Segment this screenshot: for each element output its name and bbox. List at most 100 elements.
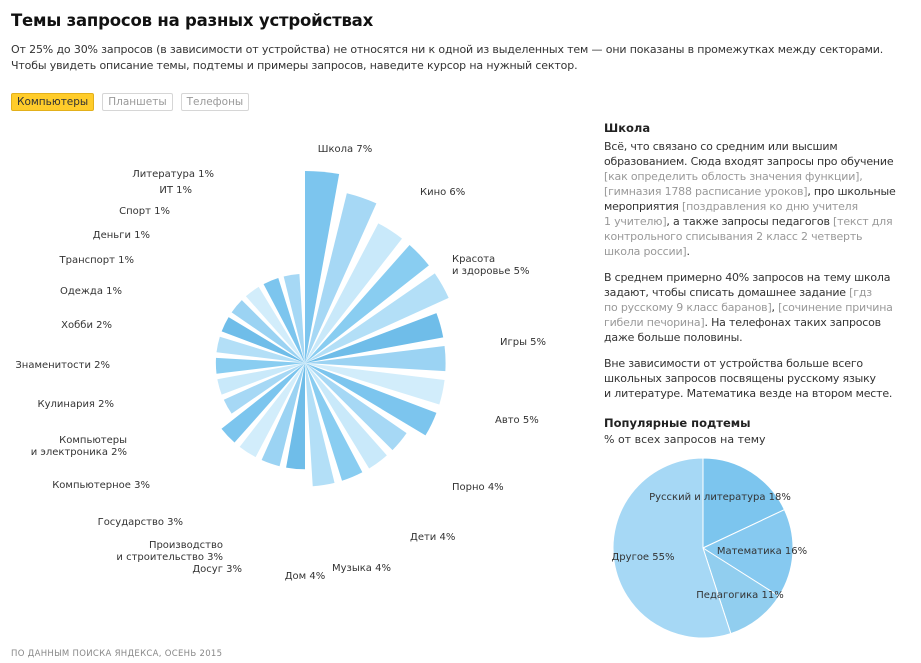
- pie-slice-школа[interactable]: [305, 171, 340, 363]
- tab-computers[interactable]: Компьютеры: [11, 93, 95, 111]
- slice-label: Дом 4%: [285, 571, 326, 582]
- pie-slice-спорт[interactable]: [216, 336, 305, 363]
- topic-title: Школа: [604, 121, 651, 135]
- pie-slice-литература[interactable]: [231, 300, 305, 363]
- slice-label: Государство 3%: [98, 517, 183, 528]
- pie-slice-досуг[interactable]: [305, 363, 407, 451]
- pie-slice-дом[interactable]: [305, 363, 437, 436]
- description-text: .: [686, 245, 691, 258]
- description-line: [гимназия 1788 расписание уроков], про ш…: [604, 184, 906, 199]
- slice-label: Авто 5%: [495, 415, 539, 426]
- description-line: по русскому 9 класс баранов], [сочинение…: [604, 300, 906, 315]
- pie-slice-одежда[interactable]: [223, 363, 305, 414]
- data-source-footer: ПО ДАННЫМ ПОИСКА ЯНДЕКСА, ОСЕНЬ 2015: [11, 649, 223, 659]
- pie-slice-красота-и-здоровье[interactable]: [305, 223, 402, 363]
- topics-pie-chart: Школа 7% Кино 6% Красота и здоровье 5% Игры …: [15, 144, 546, 582]
- subtopic-slice-другое[interactable]: [612, 457, 732, 639]
- example-query: [как определить облость значения функции…: [604, 170, 863, 183]
- slice-label: Деньги 1%: [93, 230, 150, 241]
- slice-label: Досуг 3%: [192, 564, 242, 575]
- description-text: , а также запросы педагогов: [666, 215, 834, 228]
- pie-slice-авто[interactable]: [305, 273, 449, 363]
- slice-label: Компьютерное 3%: [52, 480, 150, 491]
- pie-slice-unlabeled[interactable]: [245, 286, 305, 363]
- pie-slice-производство-и-строительство[interactable]: [305, 363, 387, 469]
- description-line: Вне зависимости от устройства больше все…: [604, 356, 906, 371]
- example-query: [сочинение причина: [778, 301, 893, 314]
- description-text: ,: [771, 301, 779, 314]
- description-line: школа россии].: [604, 244, 906, 259]
- description-text: , про школьные: [807, 185, 896, 198]
- description-text: даже больше половины.: [604, 331, 743, 344]
- slice-label: Компьютеры и электроника 2%: [31, 435, 127, 458]
- pie-slice-музыка[interactable]: [305, 363, 445, 405]
- intro-text: От 25% до 30% запросов (в зависимости от…: [11, 42, 911, 74]
- pie-slice-хобби[interactable]: [221, 363, 305, 443]
- pie-slice-ит[interactable]: [221, 317, 305, 363]
- description-text: и литературе. Математика везде на втором…: [604, 387, 893, 400]
- slice-label: Одежда 1%: [60, 286, 122, 297]
- description-line: В среднем примерно 40% запросов на тему …: [604, 270, 906, 285]
- slice-label: Хобби 2%: [61, 320, 112, 331]
- slice-label: Музыка 4%: [332, 563, 391, 574]
- example-query: [поздравления ко дню учителя: [682, 200, 858, 213]
- pie-slice-компьютерное[interactable]: [305, 363, 335, 487]
- description-text: . На телефонах таких запросов: [704, 316, 882, 329]
- pie-slice-компьютеры-и-электроника[interactable]: [286, 363, 305, 470]
- description-line: школьных запросов посвящены русскому язы…: [604, 371, 906, 386]
- pie-slice-дети[interactable]: [305, 346, 446, 372]
- topic-subjects-note: Вне зависимости от устройства больше все…: [604, 356, 906, 401]
- description-line: гибели печорина]. На телефонах таких зап…: [604, 315, 906, 330]
- slice-label: Спорт 1%: [119, 206, 170, 217]
- page-title: Темы запросов на разных устройствах: [11, 11, 374, 30]
- topic-homework-note: В среднем примерно 40% запросов на тему …: [604, 270, 906, 345]
- description-line: мероприятия [поздравления ко дню учителя: [604, 199, 906, 214]
- description-line: 1 учителю], а также запросы педагогов [т…: [604, 214, 906, 229]
- slice-label: Порно 4%: [452, 482, 504, 493]
- description-text: Всё, что связано со средним или высшим: [604, 140, 838, 153]
- description-text: задают, чтобы списать домашнее задание: [604, 286, 850, 299]
- pie-slice-транспорт[interactable]: [217, 363, 305, 395]
- intro-line-1: От 25% до 30% запросов (в зависимости от…: [11, 43, 884, 56]
- slice-label: Кулинария 2%: [38, 399, 114, 410]
- description-line: и литературе. Математика везде на втором…: [604, 386, 906, 401]
- description-text: мероприятия: [604, 200, 682, 213]
- slice-label: Кино 6%: [420, 187, 465, 198]
- description-line: контрольного списывания 2 класс 2 четвер…: [604, 229, 906, 244]
- tab-tablets[interactable]: Планшеты: [102, 93, 173, 111]
- example-query: [гдз: [849, 286, 872, 299]
- subtopics-title: Популярные подтемы: [604, 416, 751, 430]
- pie-slice-государство[interactable]: [305, 363, 363, 481]
- pie-slice-порно[interactable]: [305, 313, 444, 363]
- slice-label: Знаменитости 2%: [15, 360, 110, 371]
- description-text: образованием. Сюда входят запросы про об…: [604, 155, 894, 168]
- subtopic-slice-русский-и-литература[interactable]: [702, 457, 786, 549]
- example-query: по русскому 9 класс баранов]: [604, 301, 772, 314]
- pie-slice-кулинария[interactable]: [261, 363, 305, 467]
- slice-label: Производство и строительство 3%: [116, 540, 223, 563]
- device-tabs: Компьютеры Планшеты Телефоны: [11, 93, 250, 111]
- description-text: В среднем примерно 40% запросов на тему …: [604, 271, 891, 284]
- description-line: [как определить облость значения функции…: [604, 169, 906, 184]
- topic-description: Всё, что связано со средним или высшим об…: [604, 139, 906, 259]
- intro-line-2: Чтобы увидеть описание темы, подтемы и п…: [11, 59, 578, 72]
- example-query: гибели печорина]: [604, 316, 705, 329]
- slice-label: Транспорт 1%: [59, 255, 135, 266]
- pie-slice-кино[interactable]: [305, 193, 377, 363]
- slice-label: Красота и здоровье 5%: [452, 254, 529, 277]
- subtopic-slice-математика[interactable]: [701, 509, 794, 597]
- example-query: 1 учителю]: [604, 215, 667, 228]
- pie-slice-unlabeled[interactable]: [283, 274, 305, 363]
- description-line: даже больше половины.: [604, 330, 906, 345]
- pie-slice-знаменитости[interactable]: [239, 363, 305, 458]
- slice-label: Литература 1%: [132, 169, 214, 180]
- example-query: [текст для: [833, 215, 893, 228]
- description-text: Вне зависимости от устройства больше все…: [604, 357, 863, 370]
- description-line: Всё, что связано со средним или высшим: [604, 139, 906, 154]
- slice-label: Игры 5%: [500, 337, 546, 348]
- pie-slice-игры[interactable]: [305, 244, 429, 363]
- example-query: [гимназия 1788 расписание уроков]: [604, 185, 808, 198]
- pie-slice-деньги[interactable]: [215, 357, 305, 374]
- pie-slice-unlabeled[interactable]: [263, 277, 305, 363]
- tab-phones[interactable]: Телефоны: [180, 93, 250, 111]
